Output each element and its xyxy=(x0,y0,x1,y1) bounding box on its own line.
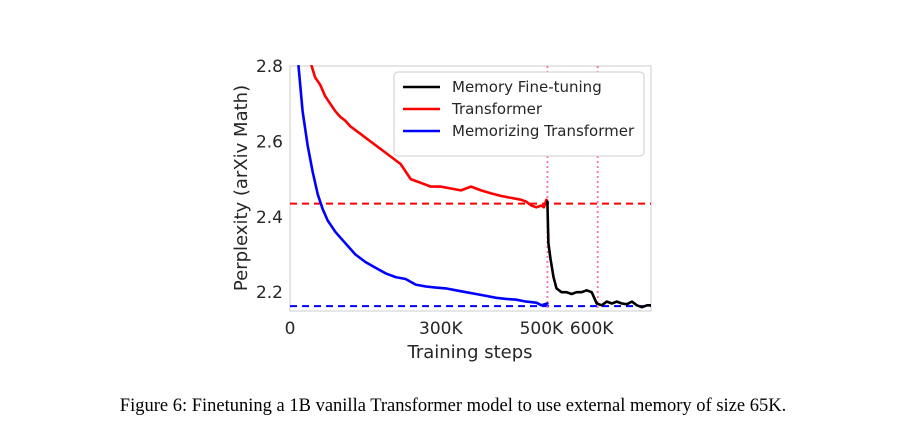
y-tick-label-2-8: 2.8 xyxy=(256,57,283,77)
legend-label-memorizing-transformer: Memorizing Transformer xyxy=(452,122,635,140)
legend-label-memory-fine-tuning: Memory Fine-tuning xyxy=(452,78,602,96)
y-axis-title: Perplexity (arXiv Math) xyxy=(231,85,252,291)
series-line-transformer xyxy=(310,65,549,209)
legend-label-transformer: Transformer xyxy=(451,100,543,118)
line-chart: 0 300K 500K 600K 2.2 2.4 2.6 2.8 Training step… xyxy=(231,57,652,363)
y-tick-label-2-4: 2.4 xyxy=(256,208,283,228)
y-tick-label-2-6: 2.6 xyxy=(256,132,283,152)
legend: Memory Fine-tuning Transformer Memorizing … xyxy=(393,71,645,157)
series-line-memory-fine-tuning xyxy=(546,200,651,309)
x-tick-label-600k: 600K xyxy=(570,319,614,339)
x-tick-label-300k: 300K xyxy=(419,319,463,339)
y-tick-label-2-2: 2.2 xyxy=(256,283,283,303)
figure-caption: Figure 6: Finetuning a 1B vanilla Transf… xyxy=(119,396,787,416)
series-lines xyxy=(297,65,651,309)
x-axis-title: Training steps xyxy=(406,342,532,363)
y-axis-ticks: 2.2 2.4 2.6 2.8 xyxy=(256,57,283,303)
x-tick-label-500k: 500K xyxy=(520,319,564,339)
x-axis-ticks: 0 300K 500K 600K xyxy=(285,319,615,339)
legend-box xyxy=(393,71,645,157)
x-tick-label-0: 0 xyxy=(285,319,296,339)
series-line-memorizing-transformer xyxy=(297,65,549,307)
